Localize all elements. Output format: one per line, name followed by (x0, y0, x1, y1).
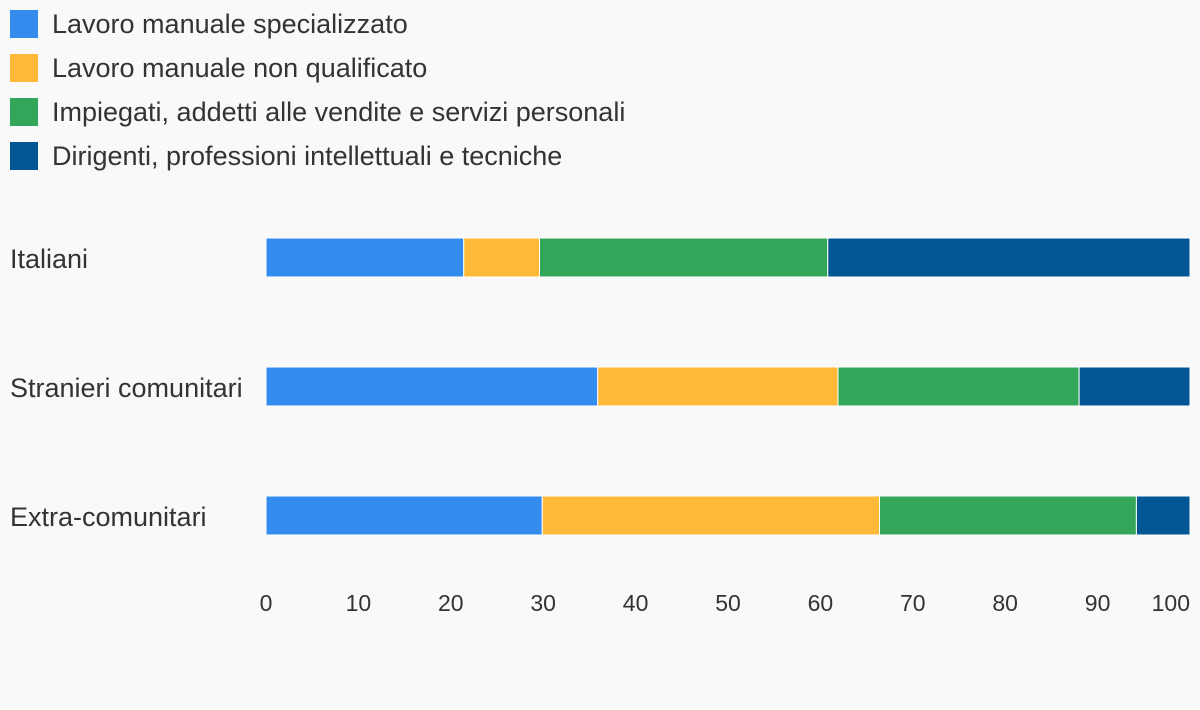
x-tick-label: 30 (530, 590, 556, 616)
legend-label: Impiegati, addetti alle vendite e serviz… (52, 96, 626, 127)
x-tick-label: 40 (623, 590, 649, 616)
legend-item[interactable]: Dirigenti, professioni intellettuali e t… (10, 140, 563, 171)
legend-item[interactable]: Lavoro manuale non qualificato (10, 52, 428, 83)
legend-swatch (10, 10, 38, 38)
bar-segment[interactable] (879, 495, 1137, 536)
x-tick-label: 0 (260, 590, 273, 616)
bar-segment[interactable] (837, 366, 1080, 407)
legend-label: Dirigenti, professioni intellettuali e t… (52, 140, 563, 171)
x-tick-label: 50 (715, 590, 741, 616)
category-label: Stranieri comunitari (10, 373, 243, 403)
bar-segment[interactable] (597, 366, 839, 407)
bar-segment[interactable] (1135, 495, 1191, 536)
legend-item[interactable]: Impiegati, addetti alle vendite e serviz… (10, 96, 626, 127)
x-tick-label: 70 (900, 590, 926, 616)
legend-label: Lavoro manuale specializzato (52, 8, 408, 39)
bar-segment[interactable] (265, 366, 599, 407)
bar-segment[interactable] (463, 237, 541, 278)
bar-segment[interactable] (1078, 366, 1191, 407)
x-tick-label: 20 (438, 590, 464, 616)
bar-segment[interactable] (539, 237, 829, 278)
legend-item[interactable]: Lavoro manuale specializzato (10, 8, 408, 39)
bar-segment[interactable] (265, 495, 543, 536)
x-tick-label: 80 (992, 590, 1018, 616)
category-label: Italiani (10, 244, 88, 274)
bar-segment[interactable] (827, 237, 1191, 278)
legend-label: Lavoro manuale non qualificato (52, 52, 428, 83)
bar-segment[interactable] (541, 495, 881, 536)
legend-swatch (10, 98, 38, 126)
x-tick-label: 60 (808, 590, 834, 616)
bar-segment[interactable] (265, 237, 465, 278)
x-tick-label: 90 (1085, 590, 1111, 616)
x-tick-label: 100 (1152, 590, 1190, 616)
legend-swatch (10, 54, 38, 82)
legend-swatch (10, 142, 38, 170)
x-tick-label: 10 (346, 590, 372, 616)
category-label: Extra-comunitari (10, 502, 207, 532)
